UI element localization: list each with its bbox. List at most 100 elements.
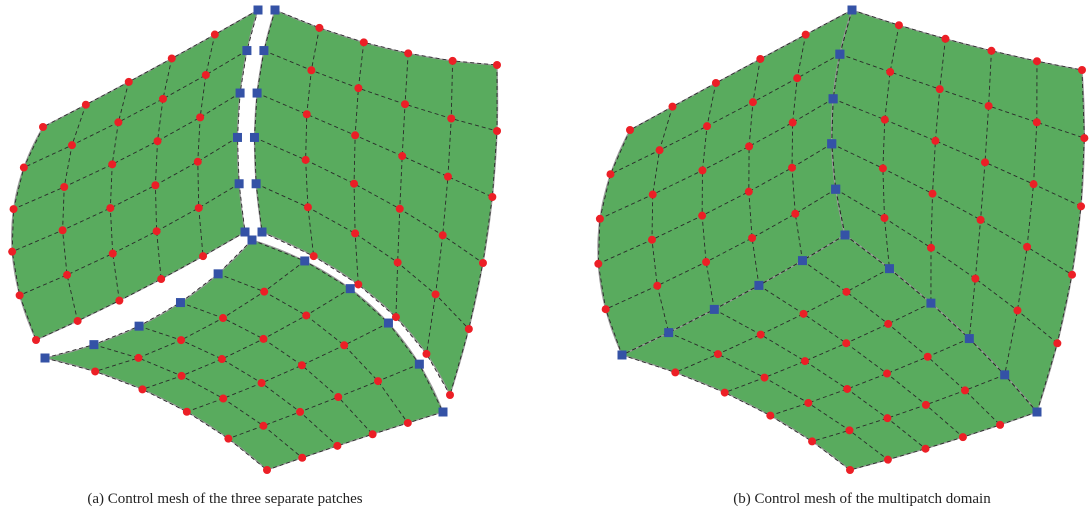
- caption: (b) Control mesh of the multipatch domai…: [733, 491, 991, 507]
- control-point: [74, 317, 82, 325]
- control-point: [350, 180, 358, 188]
- interface-point: [258, 228, 267, 237]
- patch-fills: [12, 10, 1085, 470]
- control-point: [479, 259, 487, 267]
- control-point: [959, 433, 967, 441]
- control-point: [106, 204, 114, 212]
- control-point: [721, 389, 729, 397]
- control-point: [115, 297, 123, 305]
- control-point: [447, 115, 455, 123]
- control-point: [394, 258, 402, 266]
- interface-point: [235, 179, 244, 188]
- interface-point: [89, 340, 98, 349]
- control-point: [218, 355, 226, 363]
- interface-point: [384, 319, 393, 328]
- control-point: [886, 68, 894, 76]
- control-point: [800, 310, 808, 318]
- control-point: [801, 357, 809, 365]
- control-point: [714, 350, 722, 358]
- interface-point: [1000, 370, 1009, 379]
- control-point: [883, 370, 891, 378]
- control-point: [493, 61, 501, 69]
- interface-point: [618, 351, 627, 360]
- control-point: [396, 205, 404, 213]
- control-point: [422, 350, 430, 358]
- interface-point: [176, 298, 185, 307]
- control-point: [845, 426, 853, 434]
- control-point: [985, 102, 993, 110]
- control-point: [656, 146, 664, 154]
- control-point: [602, 305, 610, 313]
- control-point: [977, 216, 985, 224]
- control-point: [971, 275, 979, 283]
- interface-point: [214, 269, 223, 278]
- interface-point: [135, 322, 144, 331]
- control-point: [10, 205, 18, 213]
- control-point: [199, 252, 207, 260]
- control-point: [668, 103, 676, 111]
- control-point: [310, 252, 318, 260]
- control-point: [404, 49, 412, 57]
- control-point: [354, 84, 362, 92]
- control-point: [793, 74, 801, 82]
- interface-point: [754, 281, 763, 290]
- control-point: [177, 336, 185, 344]
- control-point: [596, 215, 604, 223]
- control-point: [1033, 118, 1041, 126]
- control-point: [606, 170, 614, 178]
- interface-point: [253, 89, 262, 98]
- control-point: [745, 188, 753, 196]
- control-point: [195, 204, 203, 212]
- control-point: [884, 456, 892, 464]
- control-point: [846, 466, 854, 474]
- control-point: [134, 354, 142, 362]
- control-point: [1078, 66, 1086, 74]
- control-point: [307, 66, 315, 74]
- control-point: [936, 85, 944, 93]
- control-point: [987, 47, 995, 55]
- control-point: [63, 271, 71, 279]
- control-point: [259, 335, 267, 343]
- interface-point: [831, 185, 840, 194]
- interface-point: [1033, 408, 1042, 417]
- control-point: [340, 341, 348, 349]
- control-point: [488, 193, 496, 201]
- control-point: [392, 313, 400, 321]
- control-point: [260, 288, 268, 296]
- control-point: [626, 126, 634, 134]
- control-point: [369, 430, 377, 438]
- control-point: [351, 229, 359, 237]
- control-point: [1023, 243, 1031, 251]
- interface-point: [252, 179, 261, 188]
- control-point: [698, 212, 706, 220]
- interface-point: [710, 305, 719, 314]
- interface-point: [236, 89, 245, 98]
- control-point: [302, 311, 310, 319]
- caption: (a) Control mesh of the three separate p…: [87, 491, 362, 507]
- control-point: [883, 414, 891, 422]
- interface-point: [798, 256, 807, 265]
- control-point: [649, 191, 657, 199]
- control-point: [789, 119, 797, 127]
- control-point: [263, 466, 271, 474]
- control-point: [109, 250, 117, 258]
- control-point: [748, 234, 756, 242]
- control-point: [961, 386, 969, 394]
- control-point: [757, 331, 765, 339]
- control-point: [398, 152, 406, 160]
- control-point: [880, 214, 888, 222]
- control-point: [59, 226, 67, 234]
- control-point: [444, 173, 452, 181]
- control-point: [791, 210, 799, 218]
- interface-point: [254, 6, 263, 15]
- control-point: [219, 394, 227, 402]
- control-point: [211, 31, 219, 39]
- control-point: [802, 31, 810, 39]
- control-point: [303, 110, 311, 118]
- control-point: [224, 435, 232, 443]
- control-point: [39, 123, 47, 131]
- control-point: [16, 291, 24, 299]
- control-point: [178, 372, 186, 380]
- control-point: [302, 156, 310, 164]
- control-point: [304, 203, 312, 211]
